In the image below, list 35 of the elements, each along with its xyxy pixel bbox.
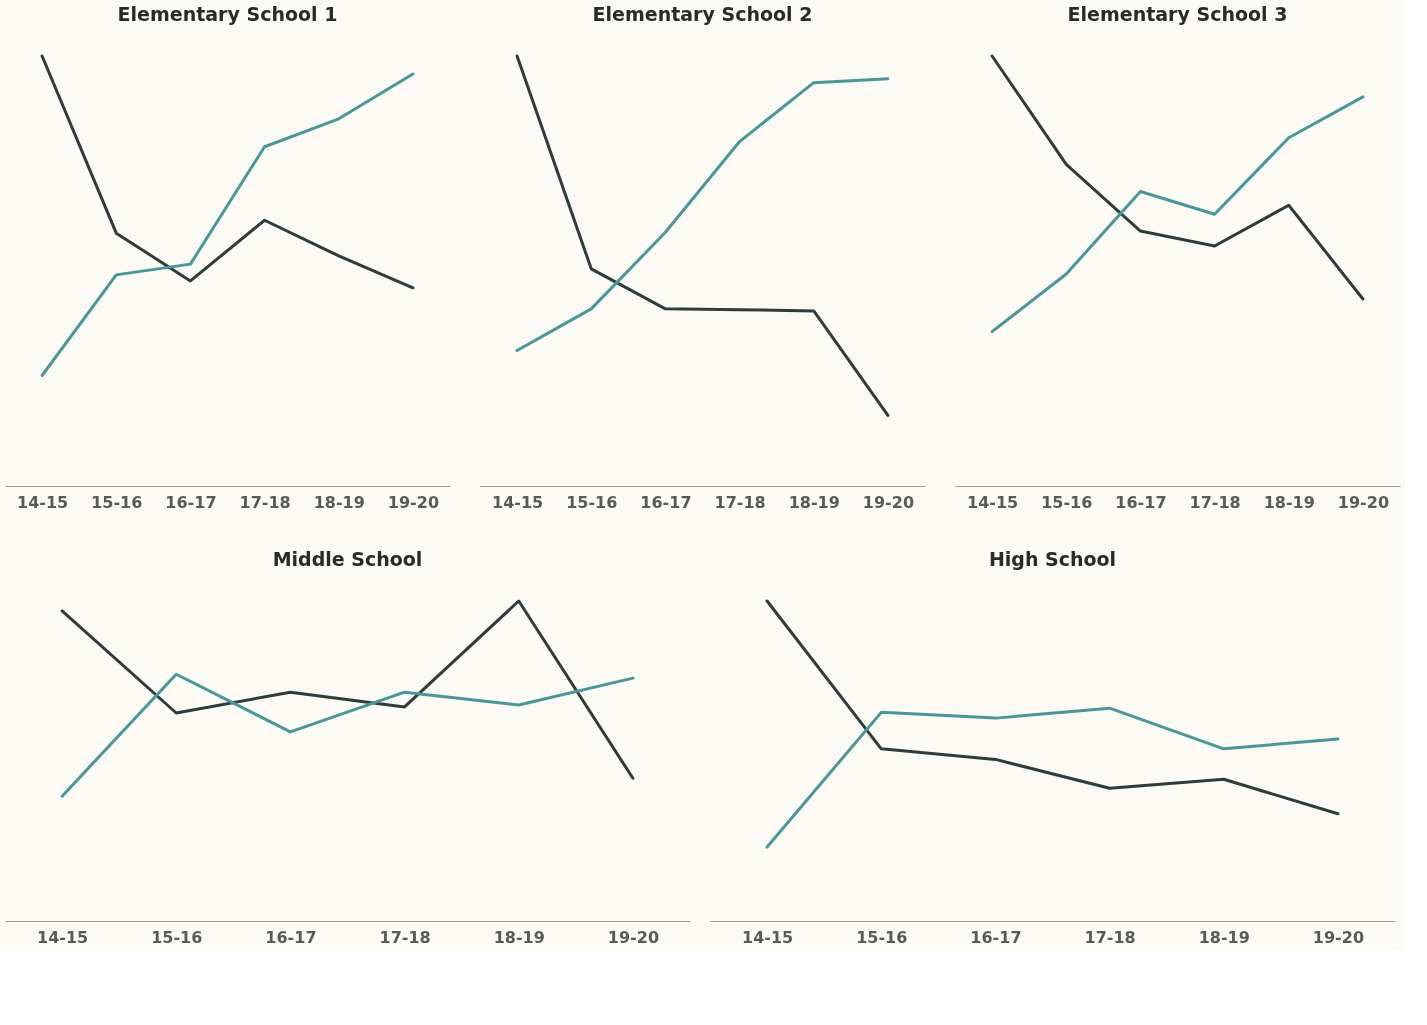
x-tick-label: 16-17 bbox=[1115, 492, 1167, 512]
x-tick-label: 16-17 bbox=[265, 927, 317, 947]
x-tick-label: 19-20 bbox=[862, 492, 914, 512]
x-tick-label: 17-18 bbox=[379, 927, 431, 947]
x-tick-label: 18-19 bbox=[493, 927, 545, 947]
x-tick-label: 16-17 bbox=[640, 492, 692, 512]
x-tick-label: 14-15 bbox=[967, 492, 1019, 512]
chart-title: Middle School bbox=[272, 547, 423, 570]
x-tick-label: 17-18 bbox=[239, 492, 291, 512]
chart-title: High School bbox=[988, 547, 1117, 570]
chart-title: Elementary School 1 bbox=[117, 2, 338, 25]
x-tick-label: 19-20 bbox=[607, 927, 659, 947]
chart-title: Elementary School 2 bbox=[592, 2, 813, 25]
x-tick-label: 14-15 bbox=[742, 927, 794, 947]
x-tick-label: 18-19 bbox=[788, 492, 840, 512]
x-tick-label: 15-16 bbox=[1041, 492, 1093, 512]
x-tick-label: 16-17 bbox=[165, 492, 217, 512]
x-tick-label: 14-15 bbox=[37, 927, 89, 947]
x-tick-label: 17-18 bbox=[714, 492, 766, 512]
x-tick-label: 19-20 bbox=[387, 492, 439, 512]
x-tick-label: 15-16 bbox=[151, 927, 203, 947]
x-tick-label: 14-15 bbox=[492, 492, 544, 512]
x-tick-label: 15-16 bbox=[91, 492, 143, 512]
x-tick-label: 15-16 bbox=[856, 927, 908, 947]
x-tick-label: 18-19 bbox=[1198, 927, 1250, 947]
x-tick-label: 17-18 bbox=[1084, 927, 1136, 947]
x-tick-label: 16-17 bbox=[970, 927, 1022, 947]
x-tick-label: 19-20 bbox=[1312, 927, 1364, 947]
x-tick-label: 18-19 bbox=[1263, 492, 1315, 512]
x-tick-label: 18-19 bbox=[313, 492, 365, 512]
x-tick-label: 19-20 bbox=[1337, 492, 1389, 512]
chart-title: Elementary School 3 bbox=[1067, 2, 1288, 25]
x-tick-label: 15-16 bbox=[566, 492, 618, 512]
x-tick-label: 14-15 bbox=[17, 492, 69, 512]
x-tick-label: 17-18 bbox=[1189, 492, 1241, 512]
